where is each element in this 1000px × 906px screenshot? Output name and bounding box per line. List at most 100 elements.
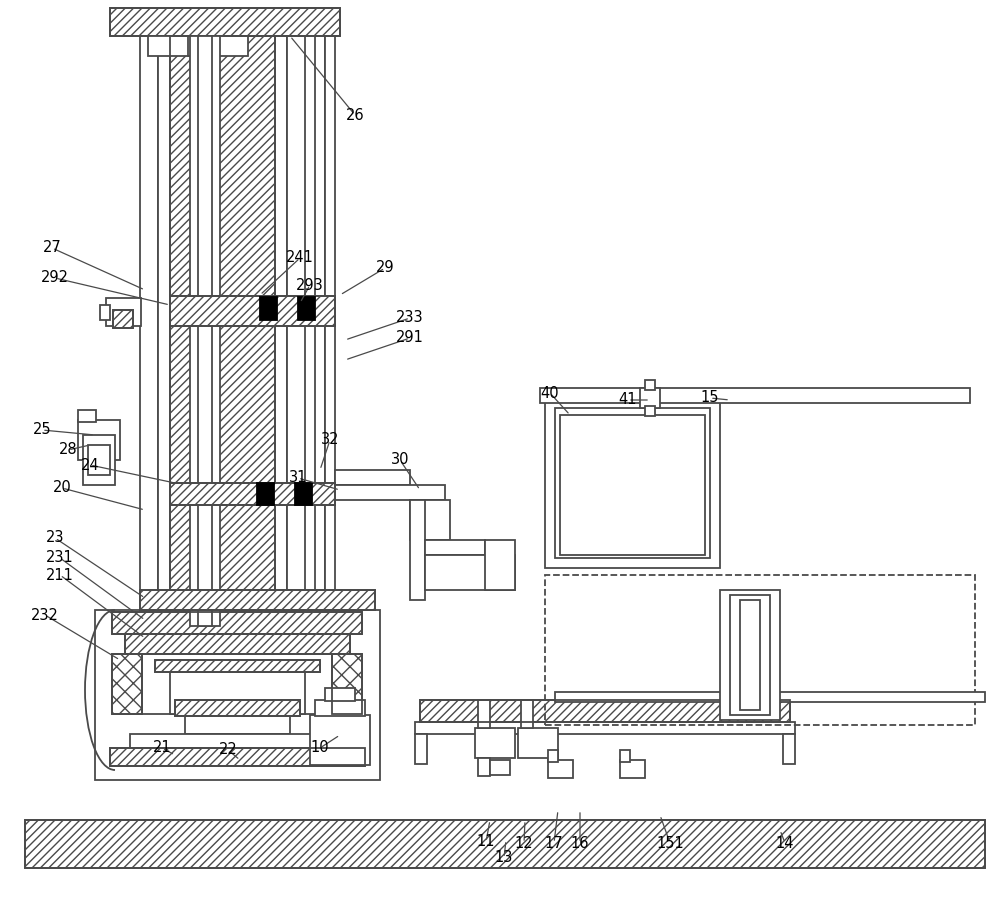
Bar bbox=[170, 483, 335, 505]
Bar bbox=[106, 298, 141, 326]
Bar bbox=[125, 634, 350, 654]
Bar bbox=[100, 305, 110, 320]
Bar bbox=[478, 758, 490, 776]
Bar bbox=[490, 760, 510, 775]
Bar bbox=[260, 297, 277, 320]
Bar bbox=[110, 748, 365, 766]
Bar bbox=[140, 590, 375, 610]
Bar bbox=[545, 575, 975, 725]
Text: 32: 32 bbox=[321, 432, 339, 448]
Bar bbox=[170, 296, 335, 326]
Text: 211: 211 bbox=[46, 567, 74, 583]
Bar bbox=[410, 500, 450, 540]
Bar bbox=[518, 728, 558, 758]
Bar bbox=[555, 692, 985, 702]
Text: 292: 292 bbox=[41, 271, 69, 285]
Bar bbox=[25, 820, 985, 868]
Bar bbox=[155, 660, 320, 672]
Bar bbox=[410, 500, 425, 600]
Bar bbox=[555, 408, 710, 558]
Bar bbox=[485, 540, 515, 590]
Bar bbox=[185, 714, 290, 734]
Bar bbox=[548, 750, 558, 762]
Bar bbox=[640, 388, 660, 408]
Bar bbox=[620, 750, 630, 762]
Text: 22: 22 bbox=[219, 743, 237, 757]
Bar bbox=[521, 700, 533, 728]
Bar bbox=[113, 310, 133, 328]
Bar bbox=[540, 388, 970, 403]
Text: 21: 21 bbox=[153, 740, 171, 756]
Text: 27: 27 bbox=[43, 240, 61, 255]
Bar bbox=[78, 410, 96, 422]
Bar bbox=[415, 722, 795, 734]
Bar bbox=[112, 612, 362, 634]
Bar bbox=[112, 654, 142, 714]
Bar bbox=[140, 36, 158, 626]
Bar bbox=[112, 654, 142, 714]
Bar bbox=[548, 760, 573, 778]
Text: 26: 26 bbox=[346, 108, 364, 122]
Bar bbox=[420, 700, 790, 722]
Text: 11: 11 bbox=[477, 834, 495, 850]
Bar bbox=[287, 36, 305, 626]
Bar bbox=[325, 36, 335, 626]
Bar bbox=[140, 590, 375, 610]
Bar bbox=[560, 415, 705, 555]
Bar bbox=[730, 595, 770, 715]
Bar bbox=[325, 688, 355, 701]
Bar bbox=[110, 8, 340, 36]
Bar bbox=[83, 435, 115, 485]
Bar bbox=[170, 36, 275, 626]
Bar bbox=[425, 540, 485, 555]
Bar bbox=[142, 654, 332, 714]
Bar bbox=[475, 728, 515, 758]
Bar bbox=[315, 36, 325, 626]
Text: 31: 31 bbox=[289, 470, 307, 486]
Bar bbox=[170, 296, 335, 326]
Text: 20: 20 bbox=[53, 480, 71, 496]
Bar bbox=[148, 36, 208, 56]
Bar bbox=[112, 612, 362, 634]
Bar bbox=[332, 654, 362, 714]
Bar bbox=[310, 715, 370, 765]
Bar bbox=[425, 555, 515, 590]
Bar bbox=[113, 310, 133, 328]
Bar bbox=[545, 398, 720, 568]
Bar bbox=[125, 634, 350, 654]
Text: 13: 13 bbox=[495, 851, 513, 865]
Bar bbox=[25, 820, 985, 868]
Bar bbox=[298, 297, 315, 320]
Text: 151: 151 bbox=[656, 835, 684, 851]
Bar bbox=[88, 445, 110, 475]
Bar bbox=[645, 406, 655, 416]
Text: 41: 41 bbox=[619, 392, 637, 408]
Text: 293: 293 bbox=[296, 277, 324, 293]
Bar bbox=[720, 590, 780, 720]
Bar bbox=[110, 8, 340, 36]
Bar bbox=[170, 672, 305, 714]
Bar bbox=[332, 654, 362, 714]
Bar bbox=[110, 748, 365, 766]
Text: 233: 233 bbox=[396, 311, 424, 325]
Text: 29: 29 bbox=[376, 261, 394, 275]
Bar bbox=[95, 610, 380, 780]
Bar bbox=[620, 760, 645, 778]
Text: 232: 232 bbox=[31, 608, 59, 622]
Text: 231: 231 bbox=[46, 551, 74, 565]
Text: 10: 10 bbox=[311, 740, 329, 756]
Text: 28: 28 bbox=[59, 442, 77, 458]
Bar bbox=[420, 700, 790, 722]
Bar bbox=[257, 483, 274, 505]
Bar bbox=[783, 734, 795, 764]
Bar bbox=[645, 380, 655, 390]
Text: 16: 16 bbox=[571, 835, 589, 851]
Text: 12: 12 bbox=[515, 835, 533, 851]
Bar bbox=[335, 485, 445, 500]
Text: 24: 24 bbox=[81, 458, 99, 473]
Bar bbox=[130, 734, 345, 759]
Text: 291: 291 bbox=[396, 331, 424, 345]
Text: 17: 17 bbox=[545, 835, 563, 851]
Text: 23: 23 bbox=[46, 531, 64, 545]
Bar bbox=[740, 600, 760, 710]
